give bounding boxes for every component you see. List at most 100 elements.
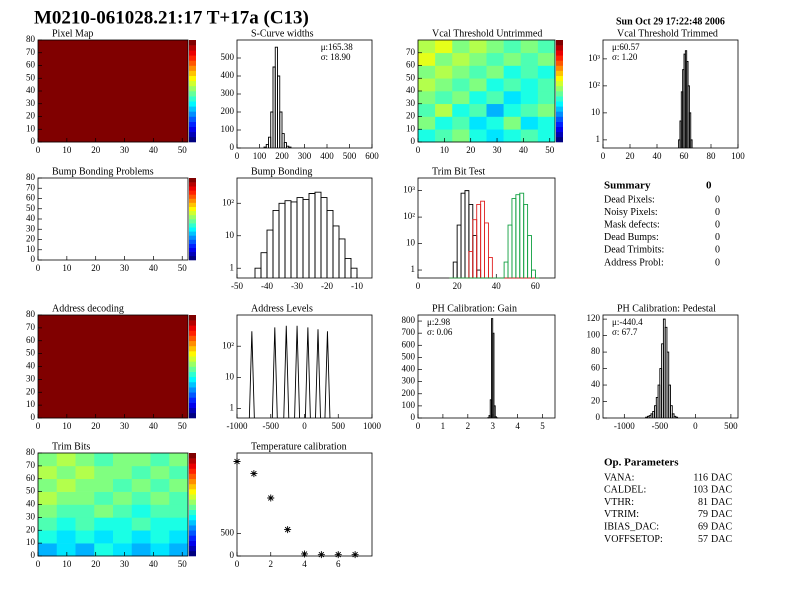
star-marker [317,551,325,559]
heat-cell [131,465,151,480]
panel-title: PH Calibration: Pedestal [617,303,716,314]
x-tick-label: 40 [149,263,159,273]
panel-title: Trim Bits [52,441,90,452]
palette-step [189,545,196,552]
stats-text: σ: 18.90 [321,52,351,62]
summary-label: Dead Trimbits: [604,245,664,256]
parameter-unit: DAC [711,534,732,545]
heat-cell [150,491,170,505]
y-tick-label: 500 [221,52,235,62]
palette-step [189,412,196,419]
heat-cell [56,491,76,505]
summary-label: Mask defects: [604,219,660,230]
heat-cell [169,491,189,505]
y-tick-label: 20 [591,396,601,406]
y-tick-label: 1 [411,264,416,274]
parameters-title: Op. Parameters [604,457,679,469]
x-tick-label: -1000 [227,421,248,431]
histogram-bin [281,133,285,148]
y-tick-label: 20 [26,111,36,121]
palette-step [189,392,196,398]
histogram-bin [493,405,496,418]
x-tick-label: 0 [235,151,240,161]
x-tick-label: -10 [351,281,363,291]
heat-cell [169,530,189,544]
palette-step [189,55,196,61]
star-marker [284,526,292,534]
x-tick-label: 500 [332,421,346,431]
heat-cell [56,504,76,518]
y-tick-label: 70 [26,47,36,57]
x-tick-label: 0 [416,145,421,155]
palette-step [556,91,563,97]
heat-cell [520,103,539,117]
heat-cell [418,65,436,79]
x-tick-label: -500 [652,421,669,431]
y-tick-label: 10 [26,537,36,547]
y-tick-label: 300 [402,376,416,386]
x-tick-label: -1000 [614,421,635,431]
heat-cell [75,543,95,557]
summary-count: 0 [715,219,720,230]
y-tick-label: 80 [26,172,36,182]
palette-step [189,402,196,408]
palette-step [189,65,196,71]
x-tick-label: 40 [149,559,159,569]
y-tick-label: 30 [26,511,36,521]
palette-step [189,535,196,541]
palette-step [189,45,196,51]
y-tick-label: 50 [26,486,36,496]
heat-cell [38,491,58,505]
palette-step [189,494,196,500]
summary-count: 0 [715,207,720,218]
heat-cell [131,504,151,518]
histogram-bin [350,267,358,278]
y-tick-label: 10 [26,123,36,133]
x-tick-label: 20 [91,421,101,431]
histogram-bin [675,416,679,418]
parameter-name: VOFFSETOP: [604,534,663,545]
y-tick-label: 20 [26,524,36,534]
heat-cell [56,530,76,544]
panel-title: Trim Bit Test [432,166,485,177]
y-tick-label: 400 [221,70,235,80]
palette-step [189,75,196,82]
stats-text: μ:-440.4 [612,317,643,327]
heat-cell [469,103,487,117]
y-tick-label: 60 [26,335,36,345]
palette-step [189,96,196,102]
palette-step [189,85,196,92]
star-marker [250,470,258,478]
x-tick-label: 100 [253,151,267,161]
palette-step [189,397,196,403]
palette-step [189,340,196,347]
palette-step [189,376,196,383]
heat-cell [503,78,522,92]
palette-step [189,453,196,459]
y-tick-label: 100 [221,124,235,134]
panel-title: Address Levels [251,303,313,314]
y-tick-label: 0 [411,136,416,146]
heat-cell [520,78,539,92]
palette-step [189,381,196,388]
x-tick-label: 2 [466,421,471,431]
palette-step [556,70,563,76]
palette-step [556,60,563,66]
palette-step [189,231,196,236]
spike [283,325,290,419]
heat-cell [75,478,95,492]
x-tick-label: 50 [545,145,555,155]
y-tick-label: 0 [31,136,36,146]
palette-step [189,335,196,342]
panel-title: Vcal Threshold Trimmed [617,28,718,39]
y-tick-label: 50 [26,203,36,213]
x-tick-label: 0 [601,151,606,161]
palette-step [189,483,196,490]
x-tick-label: 30 [120,263,130,273]
heat-cell [537,65,556,79]
heat-cell [520,116,539,130]
y-tick-label: 30 [26,373,36,383]
plot-frame [602,39,739,149]
stats-text: μ:165.38 [321,42,354,52]
heat-cell [94,530,114,544]
